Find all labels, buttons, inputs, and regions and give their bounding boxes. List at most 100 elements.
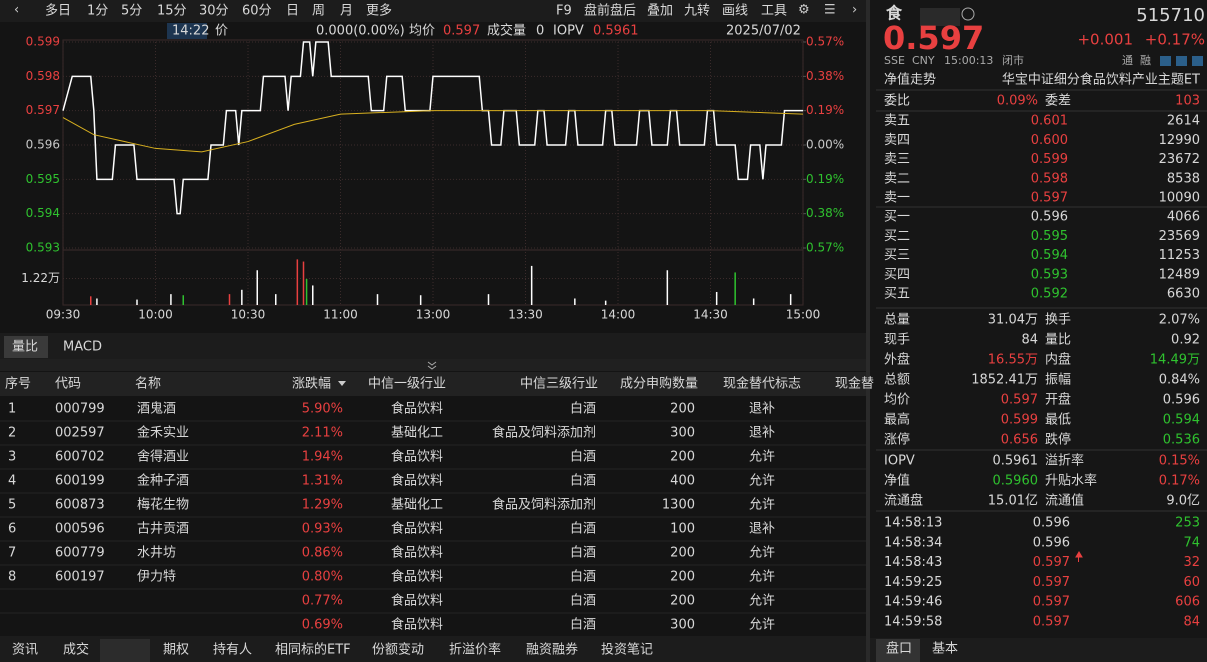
table-cell: 基础化工 — [391, 426, 443, 441]
sub-tab[interactable]: MACD — [63, 340, 102, 355]
table-cell: 0.93% — [302, 522, 343, 537]
bottom-tab[interactable]: 相同标的ETF — [275, 642, 351, 658]
book-volume: 11253 — [1159, 248, 1200, 263]
menu-icon[interactable]: ☰ — [824, 3, 836, 18]
y-tick-label: 0.599 — [26, 35, 60, 49]
table-cell: 600702 — [55, 450, 105, 465]
stat-value: 0.5961 — [993, 454, 1039, 469]
volume-bar — [241, 289, 243, 305]
table-cell: 300 — [670, 426, 695, 441]
splitter — [866, 0, 870, 662]
stat-value: 0.536 — [1163, 433, 1200, 448]
volume-bar — [666, 270, 669, 305]
x-tick-label: 11:00 — [323, 308, 358, 322]
tool-button[interactable]: 九转 — [684, 4, 710, 19]
column-header[interactable]: 中信三级行业 — [520, 377, 598, 392]
side-tab[interactable]: 盘口 — [886, 641, 912, 657]
column-header[interactable]: 成分申购数量 — [620, 376, 698, 392]
stat-value: 0.597 — [1001, 393, 1038, 408]
period-tab[interactable]: 5分 — [121, 4, 142, 19]
volume-bar — [136, 299, 138, 305]
bottom-tab[interactable]: 资讯 — [12, 643, 38, 658]
column-header[interactable]: 现金替 — [835, 376, 874, 392]
column-header[interactable]: 中信一级行业 — [368, 377, 446, 392]
book-price: 0.593 — [1031, 267, 1068, 282]
table-cell: 金禾实业 — [137, 425, 189, 441]
tool-button[interactable]: 盘前盘后 — [584, 3, 636, 19]
subtab-active — [4, 336, 48, 358]
subtab-bg — [0, 333, 866, 359]
chart-info: 0.000(0.00%) — [316, 24, 405, 39]
info-icon[interactable] — [961, 7, 975, 21]
stat-value: 0.599 — [1001, 413, 1038, 428]
y-tick-label: 0.597 — [26, 103, 60, 117]
chart-info: 0.597 — [443, 24, 480, 39]
y-tick-label: 1.22万 — [21, 271, 60, 285]
volume-bar — [376, 294, 379, 305]
column-header[interactable]: 代码 — [55, 377, 81, 392]
book-volume: 6630 — [1167, 287, 1200, 302]
table-cell: 1.29% — [302, 498, 343, 513]
table-cell: 退补 — [749, 426, 775, 441]
book-price: 0.601 — [1031, 114, 1068, 129]
sort-icon[interactable] — [338, 381, 346, 386]
volume-bar — [228, 294, 231, 305]
status-icon — [1176, 56, 1187, 66]
period-tab[interactable]: 多日 — [45, 3, 71, 19]
table-cell: 梅花生物 — [137, 497, 189, 513]
next-icon[interactable]: › — [852, 3, 857, 18]
column-header[interactable]: 现金替代标志 — [723, 376, 801, 392]
bottom-tab[interactable]: 投资笔记 — [601, 642, 653, 658]
quote-meta: 闭市 — [1002, 53, 1024, 67]
bottom-tab[interactable]: 期权 — [163, 642, 189, 658]
trade-time: 14:58:34 — [884, 535, 942, 550]
period-tab[interactable]: 更多 — [366, 3, 392, 19]
period-tab[interactable]: 15分 — [157, 4, 187, 19]
period-tab[interactable]: 月 — [340, 4, 353, 19]
book-label: 卖四 — [884, 133, 910, 148]
settings-icon[interactable]: ⚙ — [798, 3, 810, 18]
period-tab[interactable]: 日 — [286, 4, 299, 19]
bottom-tab[interactable]: 份额变动 — [372, 642, 424, 658]
side-tab[interactable]: 基本 — [932, 642, 958, 657]
volume-bar — [302, 261, 305, 305]
column-header[interactable]: 序号 — [5, 377, 31, 392]
period-tab[interactable]: 30分 — [199, 4, 229, 19]
book-volume: 10090 — [1159, 191, 1200, 206]
x-tick-label: 14:30 — [693, 308, 728, 322]
bottom-tab[interactable]: 折溢价率 — [449, 642, 501, 658]
column-header[interactable]: 涨跌幅 — [292, 376, 331, 392]
stat-label: 换手 — [1045, 313, 1071, 328]
table-cell: 允许 — [749, 617, 775, 633]
tool-button[interactable]: F9 — [556, 4, 572, 19]
table-cell: 200 — [670, 570, 695, 585]
column-header[interactable]: 名称 — [135, 376, 161, 392]
period-tab[interactable]: 1分 — [87, 4, 108, 19]
trade-time: 14:59:25 — [884, 575, 942, 590]
table-cell: 白酒 — [570, 521, 596, 537]
bottom-tab[interactable]: 成交 — [63, 642, 89, 658]
book-volume: 12990 — [1159, 133, 1200, 148]
table-cell: 000596 — [55, 522, 105, 537]
bottom-tab[interactable]: 融资融券 — [526, 642, 578, 658]
table-cell: 6 — [8, 522, 16, 537]
tool-button[interactable]: 画线 — [722, 4, 748, 19]
tool-button[interactable]: 叠加 — [647, 4, 673, 19]
stat-label: IOPV — [884, 454, 915, 469]
table-cell: 食品饮料 — [391, 401, 443, 417]
table-cell: 食品及饲料添加剂 — [492, 497, 596, 513]
price-line — [62, 110, 804, 153]
sub-tab[interactable]: 量比 — [12, 340, 38, 355]
collapse-icon[interactable] — [427, 361, 437, 370]
book-label: 卖五 — [884, 114, 910, 129]
bottom-tab[interactable]: 持有人 — [213, 643, 252, 658]
book-volume: 2614 — [1167, 114, 1200, 129]
nav-link[interactable]: 净值走势 — [884, 72, 936, 88]
back-icon[interactable]: ‹ — [14, 3, 19, 18]
stat-value: 31.04万 — [988, 313, 1038, 328]
period-tab[interactable]: 60分 — [242, 4, 272, 19]
table-cell: 600197 — [55, 570, 105, 585]
tool-button[interactable]: 工具 — [761, 4, 787, 19]
last-price: 0.597 — [883, 19, 984, 57]
period-tab[interactable]: 周 — [312, 4, 325, 19]
